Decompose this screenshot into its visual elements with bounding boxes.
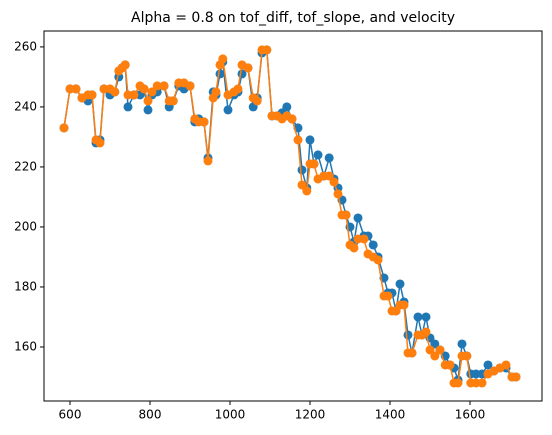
point (329, 177, 339, 187)
y-tick-label: 160 (14, 339, 37, 353)
point (168, 96, 178, 106)
point (139, 84, 149, 94)
point (368, 240, 378, 250)
point (143, 96, 153, 106)
point (203, 156, 213, 166)
point (262, 45, 272, 55)
point (302, 186, 312, 196)
point (252, 96, 262, 106)
x-tick-label: 1400 (375, 408, 406, 422)
point (313, 150, 323, 160)
x-tick-label: 600 (59, 408, 82, 422)
point (120, 60, 130, 70)
point (293, 135, 303, 145)
point (430, 339, 440, 349)
point (282, 102, 292, 112)
point (349, 243, 359, 253)
point (215, 69, 225, 79)
point (233, 84, 243, 94)
point (123, 102, 133, 112)
point (462, 351, 472, 361)
point (185, 81, 195, 91)
point (218, 54, 228, 64)
point (309, 159, 319, 169)
plot-frame (43, 30, 543, 402)
point (383, 291, 393, 301)
x-tick-label: 1000 (215, 408, 246, 422)
point (483, 360, 493, 370)
point (71, 84, 81, 94)
point (453, 378, 463, 388)
point (511, 372, 521, 382)
y-tick-label: 220 (14, 159, 37, 173)
point (199, 117, 209, 127)
y-tick-label: 200 (14, 219, 37, 233)
y-tick-label: 240 (14, 99, 37, 113)
point (129, 90, 139, 100)
point (435, 345, 445, 355)
point (223, 105, 233, 115)
point (159, 81, 169, 91)
point (395, 279, 405, 289)
point (324, 153, 334, 163)
point (421, 312, 431, 322)
point (324, 171, 334, 181)
point (152, 81, 162, 91)
point (287, 114, 297, 124)
point (110, 87, 120, 97)
x-tick-label: 800 (139, 408, 162, 422)
point (403, 330, 413, 340)
point (421, 327, 431, 337)
y-tick-label: 260 (14, 39, 37, 53)
point (425, 345, 435, 355)
point (211, 87, 221, 97)
point (297, 165, 307, 175)
point (297, 180, 307, 190)
point (430, 351, 440, 361)
point (501, 360, 511, 370)
point (341, 210, 351, 220)
point (243, 63, 253, 73)
point (457, 339, 467, 349)
point (59, 123, 69, 133)
point (445, 360, 455, 370)
point (147, 87, 157, 97)
y-tick-label: 180 (14, 279, 37, 293)
point (399, 300, 409, 310)
point (305, 135, 315, 145)
point (333, 189, 343, 199)
point (359, 234, 369, 244)
x-tick-label: 1200 (295, 408, 326, 422)
point (477, 378, 487, 388)
series-line (63, 48, 516, 381)
point (95, 138, 105, 148)
point (143, 105, 153, 115)
point (353, 213, 363, 223)
point (87, 90, 97, 100)
chart-title: Alpha = 0.8 on tof_diff, tof_slope, and … (131, 10, 455, 26)
point (373, 255, 383, 265)
point (413, 312, 423, 322)
x-tick-label: 1600 (455, 408, 486, 422)
point (407, 348, 417, 358)
